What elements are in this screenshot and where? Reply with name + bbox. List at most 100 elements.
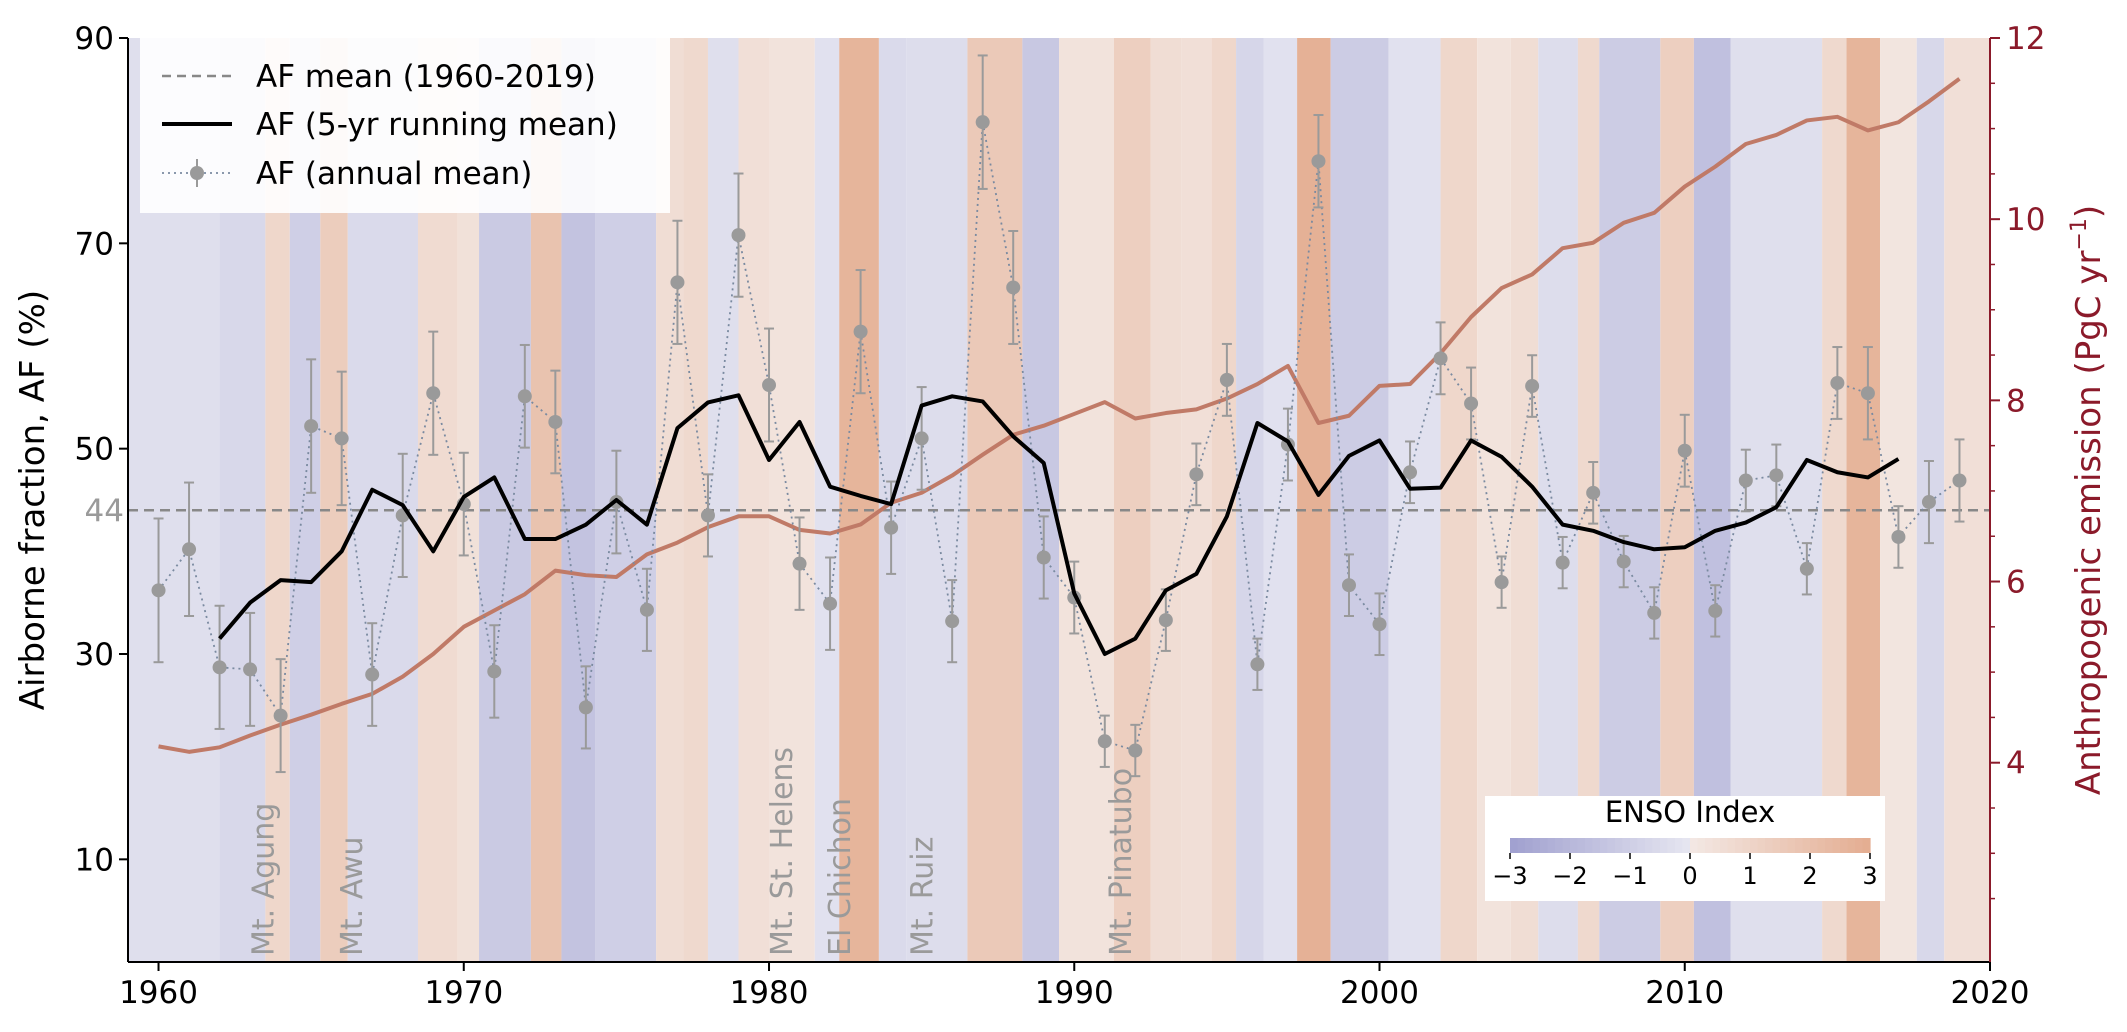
enso-colorbar-cell: [1562, 838, 1571, 853]
enso-band-21: [967, 38, 1023, 962]
annual-point: [1891, 529, 1906, 544]
y-right-tick-label: 6: [2006, 565, 2026, 601]
x-tick-label: 2020: [1951, 975, 2030, 1011]
enso-colorbar-cells: [1510, 838, 1871, 853]
legend-mean-label: AF mean (1960-2019): [256, 59, 596, 95]
enso-band-17: [814, 38, 840, 962]
enso-colorbar-cell: [1540, 838, 1549, 853]
annual-point: [1799, 561, 1814, 576]
enso-band-30: [1297, 38, 1331, 962]
annual-point: [1830, 375, 1845, 390]
annual-point: [304, 419, 319, 434]
enso-colorbar-cell: [1577, 838, 1586, 853]
enso-colorbar-cell: [1847, 838, 1856, 853]
annual-point: [1341, 578, 1356, 593]
annual-point: [1403, 465, 1418, 480]
enso-colorbar-cell: [1787, 838, 1796, 853]
annual-point: [1311, 154, 1326, 169]
annual-point: [1433, 351, 1448, 366]
enso-colorbar-cell: [1855, 838, 1864, 853]
enso-colorbar-cell: [1697, 838, 1706, 853]
y-axis-right-title-sup: −1: [2067, 218, 2092, 250]
enso-colorbar-cell: [1547, 838, 1556, 853]
enso-colorbar: ENSO Index −3 −2 −1 0 1 2 3: [1485, 795, 1885, 901]
annual-point: [517, 389, 532, 404]
enso-colorbar-tick-label: −1: [1612, 862, 1647, 890]
annual-point: [273, 708, 288, 723]
volcano-label: Mt. Agung: [246, 803, 281, 956]
enso-colorbar-cell: [1615, 838, 1624, 853]
enso-colorbar-cell: [1832, 838, 1841, 853]
enso-colorbar-cell: [1675, 838, 1684, 853]
annual-point: [1738, 473, 1753, 488]
annual-point: [1372, 617, 1387, 632]
volcano-label: Mt. Pinatubo: [1104, 768, 1139, 956]
annual-point: [1555, 555, 1570, 570]
annual-point: [1189, 467, 1204, 482]
annual-point: [1708, 603, 1723, 618]
enso-colorbar-title: ENSO Index: [1605, 795, 1775, 829]
x-tick-label: 1970: [424, 975, 503, 1011]
enso-colorbar-cell: [1757, 838, 1766, 853]
emission-series-layer: [158, 77, 1961, 754]
y-axis-right-title-main: Anthropogenic emission (PgC yr: [2069, 251, 2109, 796]
annual-point: [1860, 386, 1875, 401]
annual-point: [1036, 550, 1051, 565]
enso-band-14: [707, 38, 739, 962]
enso-colorbar-cell: [1525, 838, 1534, 853]
y-left-tick-label: 30: [75, 637, 114, 673]
annual-point: [487, 664, 502, 679]
annual-point: [1219, 372, 1234, 387]
enso-colorbar-cell: [1622, 838, 1631, 853]
enso-band-23: [1059, 38, 1114, 962]
enso-band-25: [1150, 38, 1182, 962]
enso-colorbar-cell: [1810, 838, 1819, 853]
y-left-tick-label: 70: [75, 226, 114, 262]
annual-point: [548, 414, 563, 429]
x-tick-label: 2010: [1645, 975, 1724, 1011]
x-tick-label: 1990: [1035, 975, 1114, 1011]
enso-colorbar-cell: [1645, 838, 1654, 853]
annual-point: [151, 583, 166, 598]
enso-band-24: [1113, 38, 1151, 962]
volcano-label: Mt. St. Helens: [765, 747, 800, 956]
enso-colorbar-cell: [1532, 838, 1541, 853]
annual-point: [1250, 657, 1265, 672]
annual-point: [1006, 280, 1021, 295]
annual-point: [731, 228, 746, 243]
annual-point: [1097, 734, 1112, 749]
enso-colorbar-tick-label: 0: [1682, 862, 1697, 890]
annual-point: [1769, 468, 1784, 483]
x-tick-label: 1960: [119, 975, 198, 1011]
enso-band-15: [738, 38, 770, 962]
enso-colorbar-cell: [1592, 838, 1601, 853]
enso-colorbar-cell: [1720, 838, 1729, 853]
enso-band-16: [769, 38, 815, 962]
enso-band-37: [1577, 38, 1600, 962]
enso-band-13: [683, 38, 708, 962]
y-right-tick-label: 4: [2006, 746, 2026, 782]
annual-point: [792, 556, 807, 571]
annual-point: [670, 275, 685, 290]
enso-colorbar-tick-label: 3: [1862, 862, 1877, 890]
enso-band-46: [1944, 38, 1990, 962]
enso-colorbar-cell: [1795, 838, 1804, 853]
enso-colorbar-tick-label: −2: [1552, 862, 1587, 890]
enso-colorbar-cell: [1652, 838, 1661, 853]
x-tick-label: 1980: [730, 975, 809, 1011]
enso-colorbar-cell: [1825, 838, 1834, 853]
annual-point: [1494, 575, 1509, 590]
annual-point: [975, 115, 990, 130]
annual-point: [365, 667, 380, 682]
enso-colorbar-cell: [1630, 838, 1639, 853]
enso-colorbar-cell: [1705, 838, 1714, 853]
annual-point: [212, 660, 227, 675]
annual-point: [945, 614, 960, 629]
annual-point: [1464, 396, 1479, 411]
enso-colorbar-cell: [1585, 838, 1594, 853]
enso-colorbar-cell: [1802, 838, 1811, 853]
enso-colorbar-cell: [1517, 838, 1526, 853]
annual-point: [182, 542, 197, 557]
